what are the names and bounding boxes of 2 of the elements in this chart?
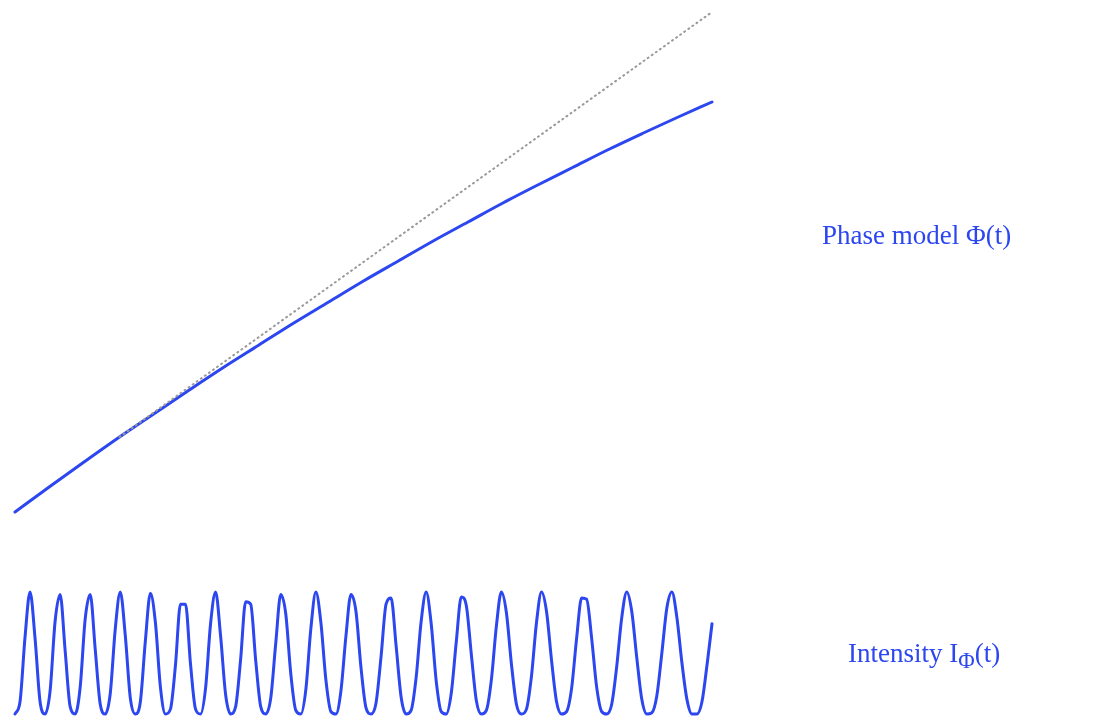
text: Phase model Φ(t) [822, 220, 1012, 251]
text: Intensity I$_{Φ}$(t) [848, 638, 1001, 675]
